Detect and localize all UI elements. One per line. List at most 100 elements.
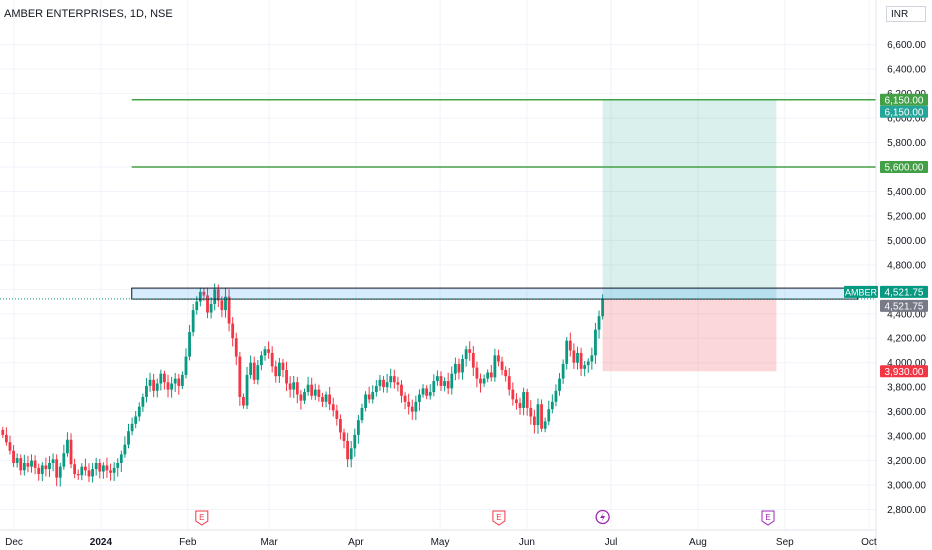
price-label-bg [880,299,928,312]
symbol-label-bg [844,285,878,298]
candle-body [58,466,62,478]
candle-body [382,379,385,388]
candle-body [51,459,55,463]
price-label-bg [880,93,928,106]
candle-body [202,291,206,296]
candle-body [69,439,73,465]
candle-body [554,390,558,402]
candle-body [155,383,159,391]
price-label-bg [880,105,928,118]
earnings-marker-label: E [199,513,204,522]
candle-body [40,465,44,474]
resistance-zone [131,287,859,300]
candle-body [425,388,429,396]
price-tick-label: 4,200.00 [887,334,926,345]
candle-body [461,359,464,373]
candle-body [522,392,526,408]
candle-body [500,361,504,371]
candle-body [170,383,174,390]
candle-body [263,349,267,356]
candle-body [561,363,565,379]
candle-body [191,310,195,333]
candle-body [464,349,468,360]
candle-body [572,350,576,363]
candle-body [364,394,367,408]
candle-body [489,372,493,378]
candle-body [486,372,490,379]
candle-body [256,365,260,380]
candle-body [349,448,353,460]
candle-body [328,394,332,405]
price-tick-label: 4,000.00 [887,358,926,369]
candle-body [331,404,335,411]
candle-body [130,423,134,432]
candle-body [550,401,554,410]
candle-body [22,462,26,471]
candle-body [374,385,378,393]
time-tick-label: Jun [519,537,535,548]
candle-body [482,378,486,384]
candle-body [245,374,249,406]
price-tick-label: 4,400.00 [887,309,926,320]
time-tick-label: Apr [348,537,364,548]
candle-body [227,296,231,324]
chart-title: AMBER ENTERPRISES, 1D, NSE [4,8,173,20]
candle-body [112,467,116,473]
candle-body [443,381,446,386]
candle-body [213,289,217,304]
candle-body [98,462,102,472]
candle-body [583,365,587,369]
candle-body [91,469,94,477]
candle-body [321,396,324,402]
candle-body [145,385,148,397]
price-tick-label: 4,800.00 [887,260,926,271]
earnings-marker-label: E [765,513,770,522]
candle-body [270,352,274,367]
candle-body [410,406,414,412]
price-tick-label: 5,200.00 [887,211,926,222]
candle-body [285,370,288,384]
candle-body [101,465,105,472]
currency-selector[interactable]: INR [886,6,926,22]
candle-body [471,352,475,368]
candle-body [590,355,594,362]
price-label-bg [880,285,928,298]
candle-body [62,453,66,467]
candle-body [403,395,407,402]
candle-body [310,384,314,396]
position-loss-zone [602,298,777,372]
candle-body [414,401,418,412]
candle-body [184,356,188,375]
candle-body [428,392,432,396]
price-tick-label: 6,000.00 [887,114,926,125]
price-label-bg [880,365,928,378]
candle-body [446,381,450,389]
candle-body [260,355,263,366]
candle-body [418,394,421,402]
price-label: 4,521.75 [885,301,924,312]
candle-body [195,301,199,311]
candle-body [84,466,87,471]
candle-body [540,404,543,429]
price-tick-label: 2,800.00 [887,505,926,516]
time-tick-label: 2024 [90,537,113,548]
candle-body [134,416,138,424]
candle-body [66,439,69,454]
candle-body [209,303,213,313]
candle-body [378,379,382,386]
candle-body [274,366,278,377]
candle-body [568,340,572,351]
candle-body [493,355,497,378]
candle-body [367,394,371,400]
time-tick-label: Feb [179,537,197,548]
price-label: 4,521.75 [885,287,924,298]
candle-body [346,440,350,460]
candle-body [12,450,15,463]
candle-body [407,401,411,407]
candle-body [127,431,130,445]
candle-body [468,349,472,353]
candle-body [55,459,59,478]
candle-body [594,329,597,356]
time-tick-label: Aug [689,537,707,548]
